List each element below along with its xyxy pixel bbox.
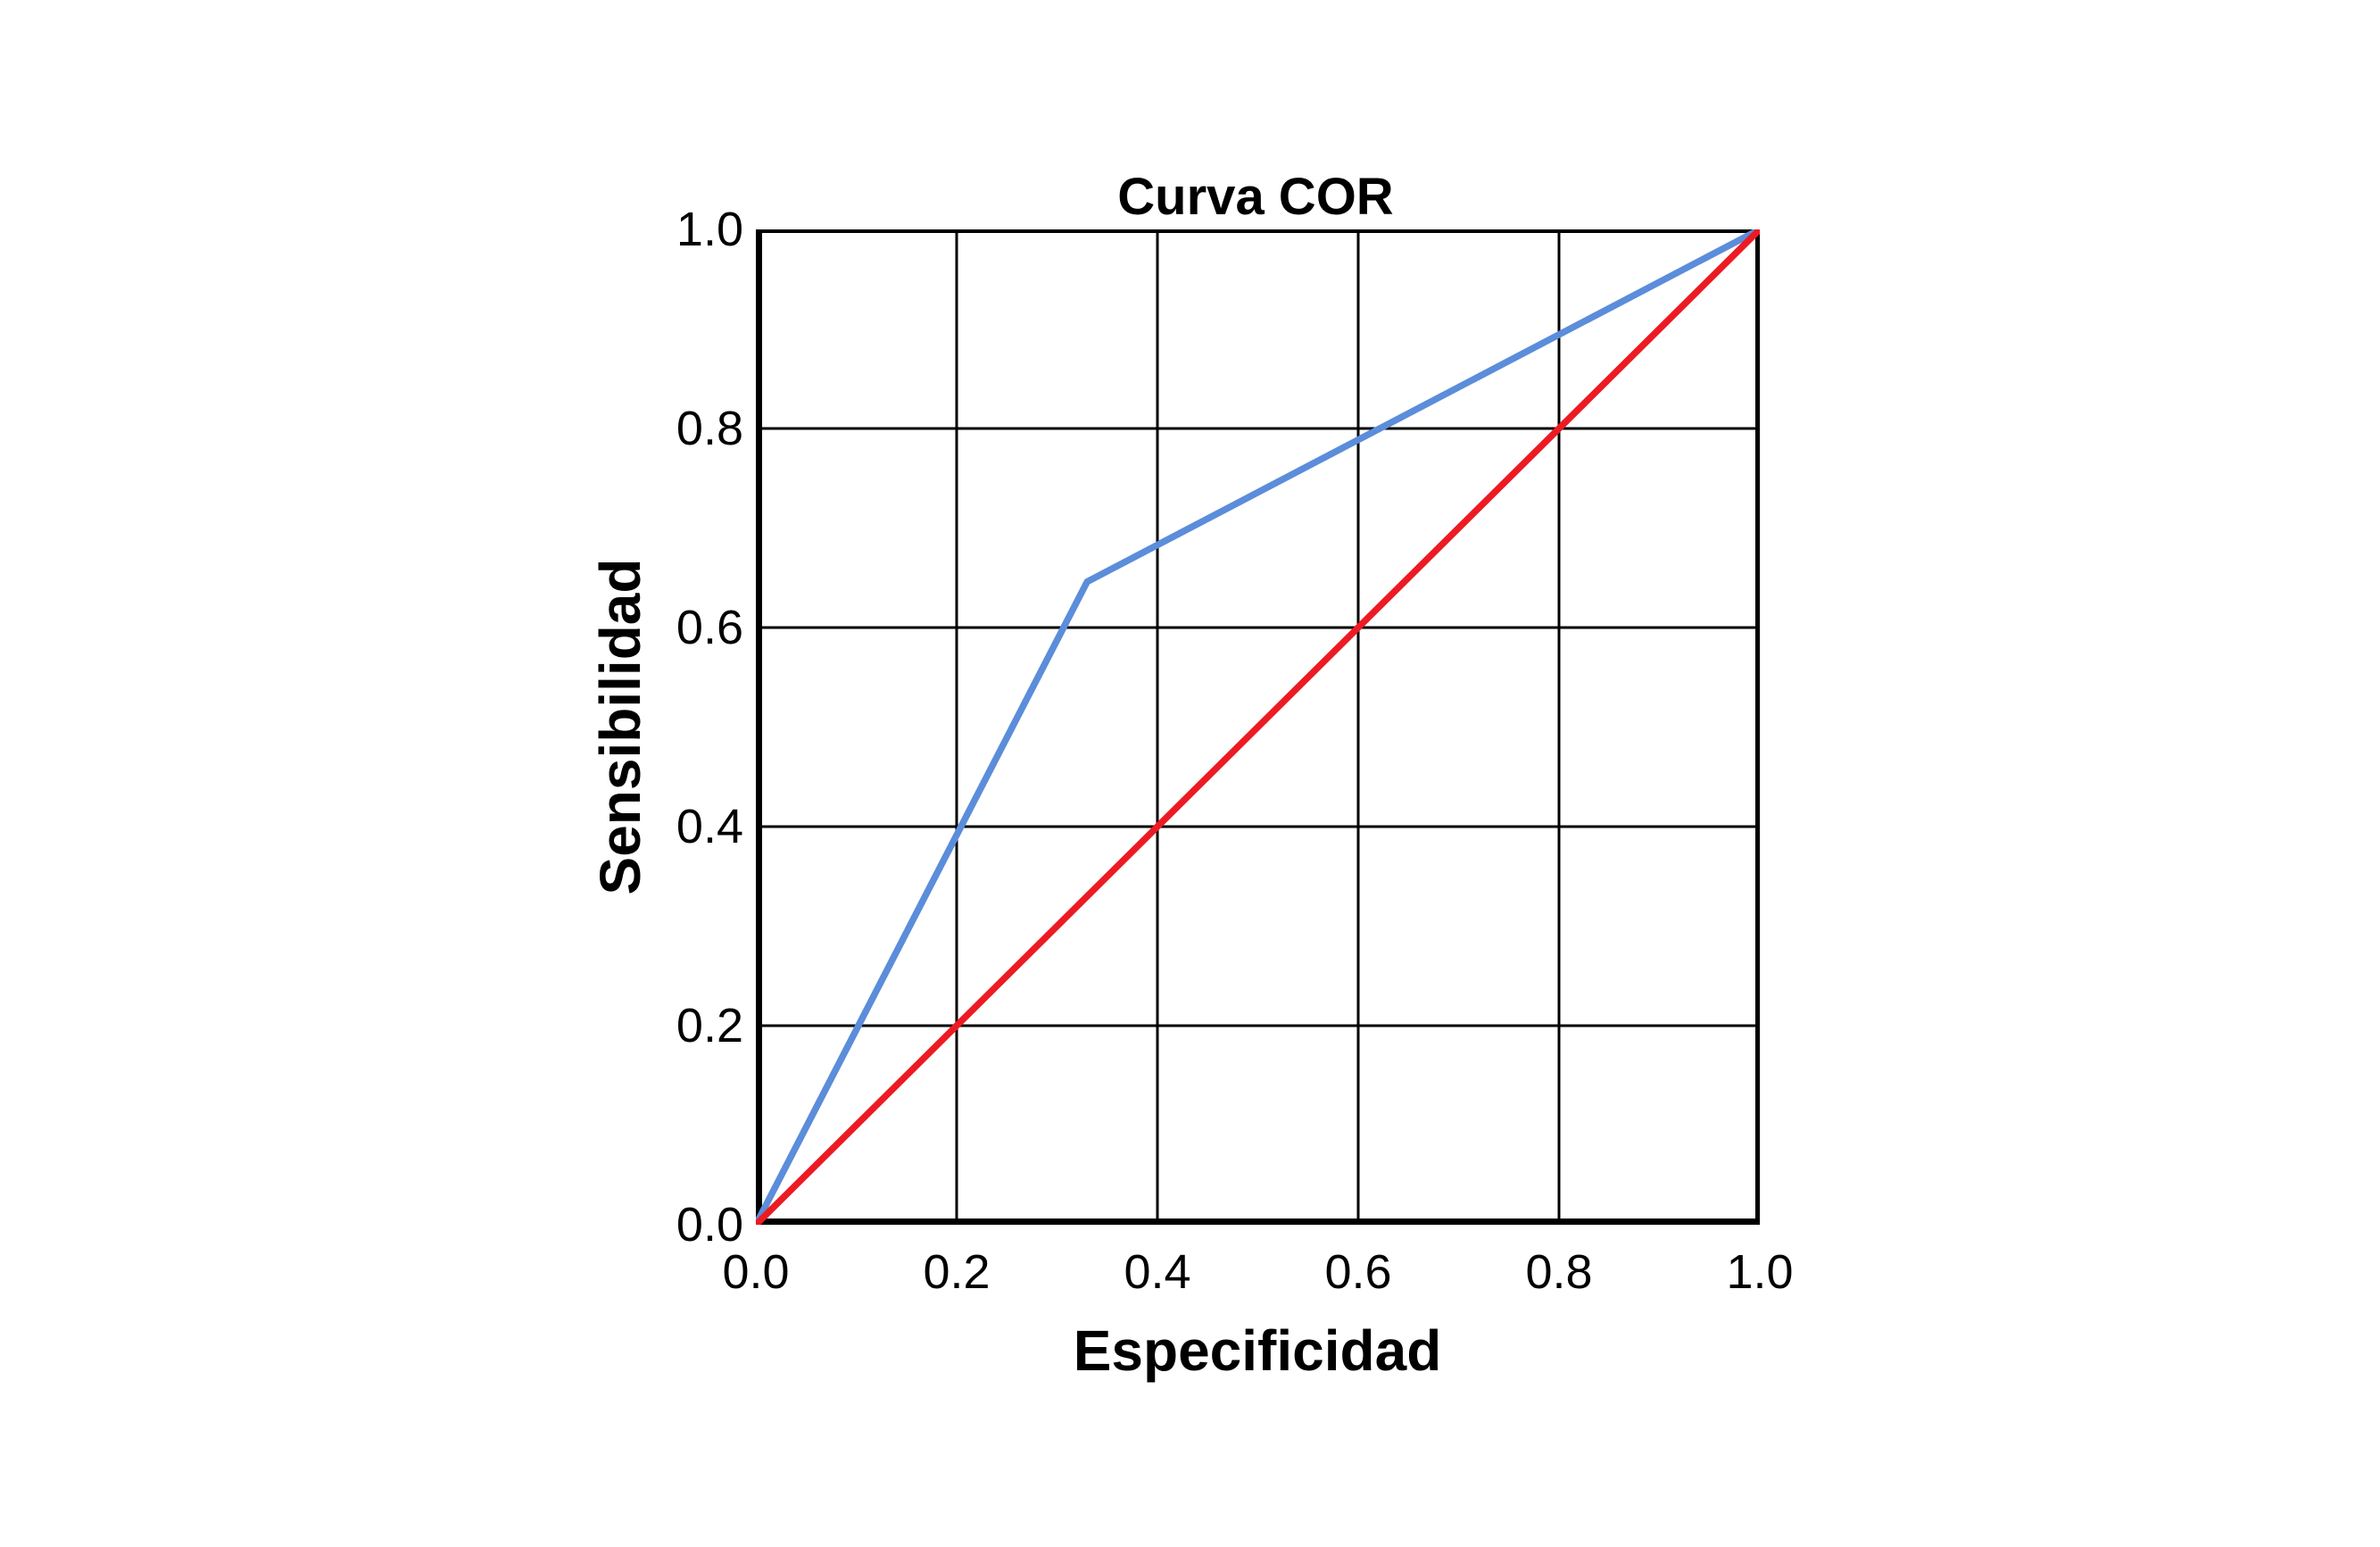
x-tick-label-0.0: 0.0 xyxy=(722,1245,790,1299)
plot-area xyxy=(756,229,1760,1225)
y-tick-label-0.0: 0.0 xyxy=(676,1198,743,1252)
x-tick-label-0.6: 0.6 xyxy=(1324,1245,1392,1299)
y-tick-label-0.8: 0.8 xyxy=(676,402,743,455)
series-line-reference-diagonal xyxy=(756,229,1760,1225)
x-tick-label-1.0: 1.0 xyxy=(1726,1245,1794,1299)
y-tick-label-1.0: 1.0 xyxy=(676,203,743,256)
y-tick-label-0.2: 0.2 xyxy=(676,999,743,1052)
series-line-roc-curve xyxy=(756,229,1760,1225)
chart-title: Curva COR xyxy=(1117,168,1394,226)
x-axis-label: Especificidad xyxy=(1073,1318,1442,1383)
y-axis-label: Sensibilidad xyxy=(588,558,652,895)
x-tick-label-0.8: 0.8 xyxy=(1525,1245,1593,1299)
y-tick-label-0.6: 0.6 xyxy=(676,601,743,654)
y-tick-label-0.4: 0.4 xyxy=(676,800,743,853)
x-tick-label-0.4: 0.4 xyxy=(1124,1245,1191,1299)
x-tick-label-0.2: 0.2 xyxy=(923,1245,991,1299)
